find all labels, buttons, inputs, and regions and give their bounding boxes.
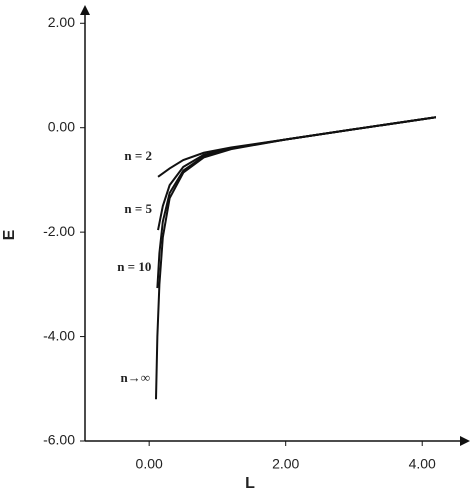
series-label: n = 2: [124, 148, 152, 163]
curve: [157, 116, 437, 231]
curve: [156, 116, 437, 289]
curve: [154, 116, 437, 400]
curve: [157, 116, 437, 178]
y-tick-label: -4.00: [43, 327, 75, 343]
x-axis-arrow: [460, 436, 470, 446]
x-axis-label: L: [245, 475, 255, 492]
y-tick-label: 0.00: [48, 118, 75, 134]
series-label: n = 10: [117, 259, 151, 274]
x-tick-label: 2.00: [272, 456, 299, 472]
series-label: n = 5: [124, 201, 152, 216]
x-tick-label: 4.00: [409, 456, 436, 472]
y-tick-label: -6.00: [43, 432, 75, 448]
x-tick-label: 0.00: [136, 456, 163, 472]
y-tick-label: 2.00: [48, 14, 75, 30]
y-axis-label: E: [1, 229, 18, 240]
y-tick-label: -2.00: [43, 223, 75, 239]
y-axis-arrow: [80, 5, 90, 15]
series-label: n→∞: [120, 370, 150, 385]
